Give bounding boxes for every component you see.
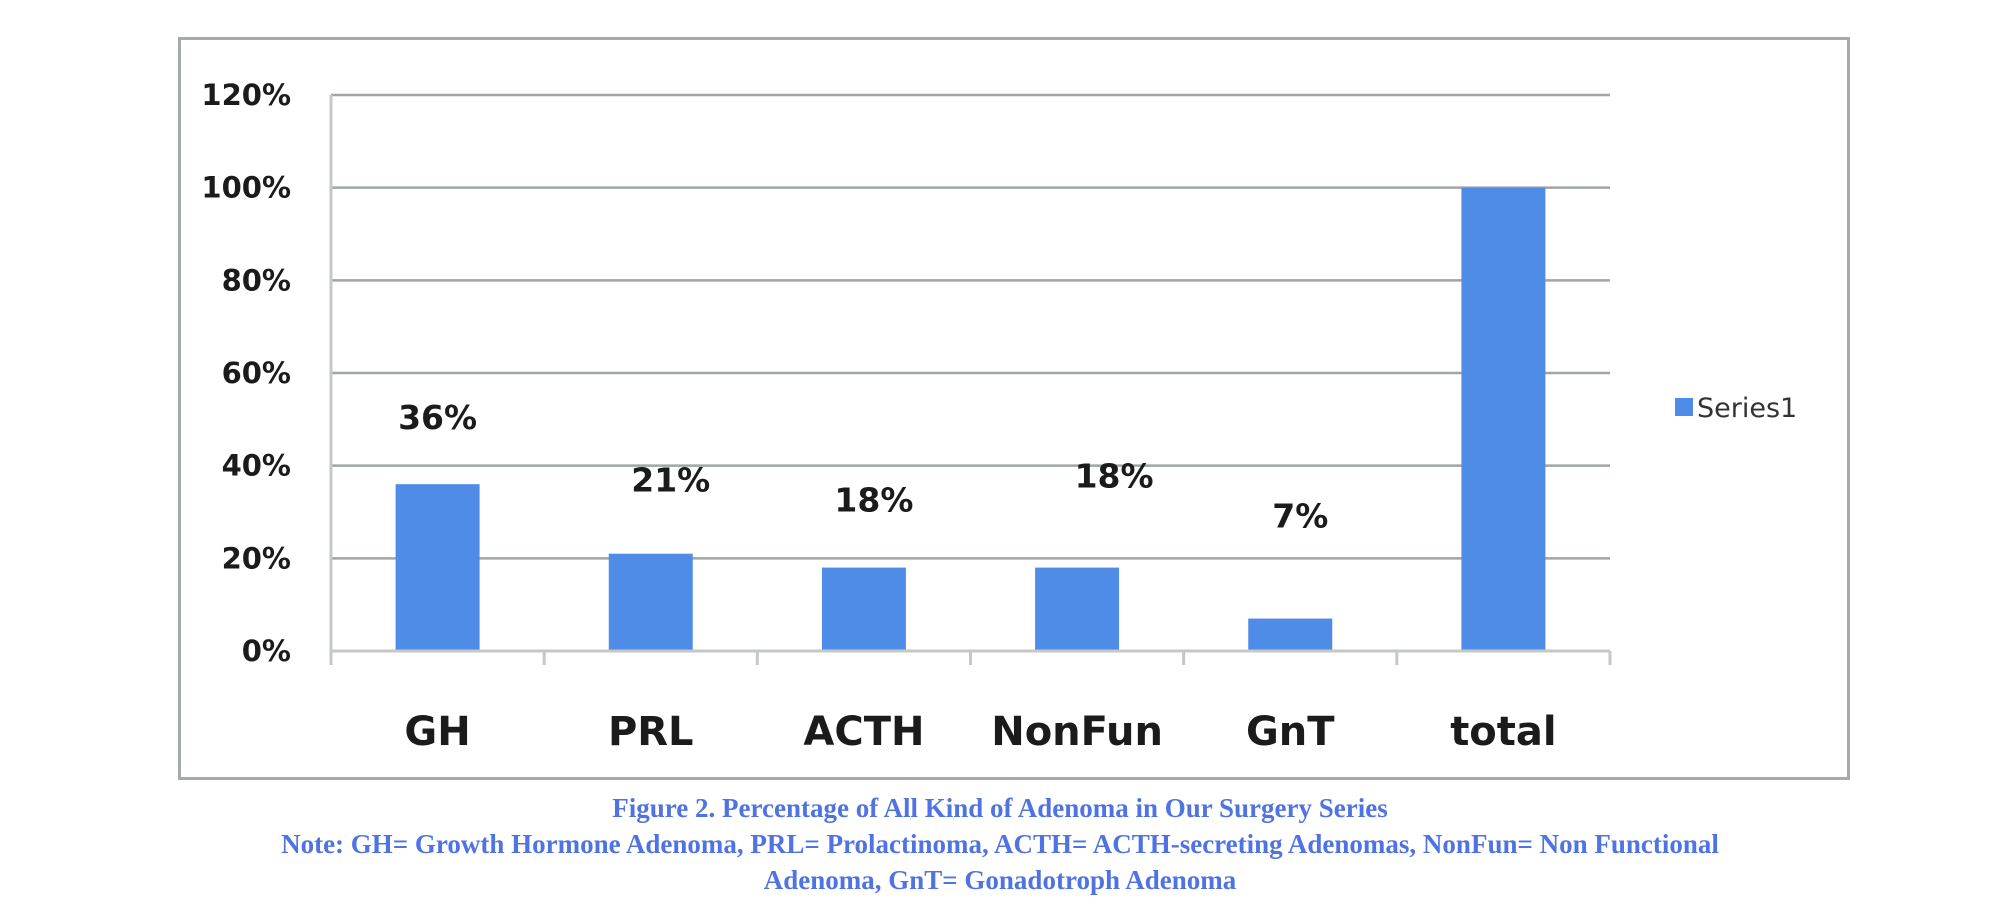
data-label: 18% xyxy=(834,481,913,520)
bar xyxy=(395,484,480,651)
data-label: 21% xyxy=(631,461,710,500)
x-category-label: GH xyxy=(404,709,470,755)
labels: 0% 20% 40% 60% 80% 100% 120% GH 36% PRL 21% ACTH 18%… xyxy=(201,78,1556,755)
x-category-label: ACTH xyxy=(803,709,924,755)
x-category-label: PRL xyxy=(608,709,694,755)
caption-title: Figure 2. Percentage of All Kind of Aden… xyxy=(612,793,1388,823)
y-tick-label: 120% xyxy=(201,78,291,112)
y-tick-label: 100% xyxy=(201,171,291,205)
bar xyxy=(821,567,906,651)
x-category-label: total xyxy=(1450,709,1556,755)
legend-swatch xyxy=(1675,398,1693,416)
bar xyxy=(1461,187,1546,651)
chart-frame xyxy=(178,37,1850,780)
caption-note-line-1: Note: GH= Growth Hormone Adenoma, PRL= P… xyxy=(281,829,1719,859)
legend-item: Series1 xyxy=(1675,393,1797,424)
bar xyxy=(1035,567,1120,651)
data-label: 18% xyxy=(1075,457,1154,496)
y-tick-label: 60% xyxy=(222,356,291,390)
y-tick-label: 40% xyxy=(222,449,291,483)
legend-label: Series1 xyxy=(1697,393,1797,424)
bar xyxy=(608,553,693,651)
x-category-label: NonFun xyxy=(991,709,1163,755)
legend: Series1 xyxy=(1675,393,1797,424)
data-label: 36% xyxy=(398,398,477,437)
y-tick-label: 20% xyxy=(222,541,291,575)
bar xyxy=(1248,618,1333,651)
caption-note-line-2: Adenoma, GnT= Gonadotroph Adenoma xyxy=(763,865,1237,895)
y-tick-label: 0% xyxy=(242,634,291,668)
data-label: 7% xyxy=(1272,497,1328,536)
bars xyxy=(395,187,1546,651)
axes xyxy=(329,95,1612,665)
figure-caption: Figure 2. Percentage of All Kind of Aden… xyxy=(0,790,2000,898)
y-tick-label: 80% xyxy=(222,263,291,297)
gridlines xyxy=(331,93,1610,560)
x-category-label: GnT xyxy=(1246,709,1335,755)
